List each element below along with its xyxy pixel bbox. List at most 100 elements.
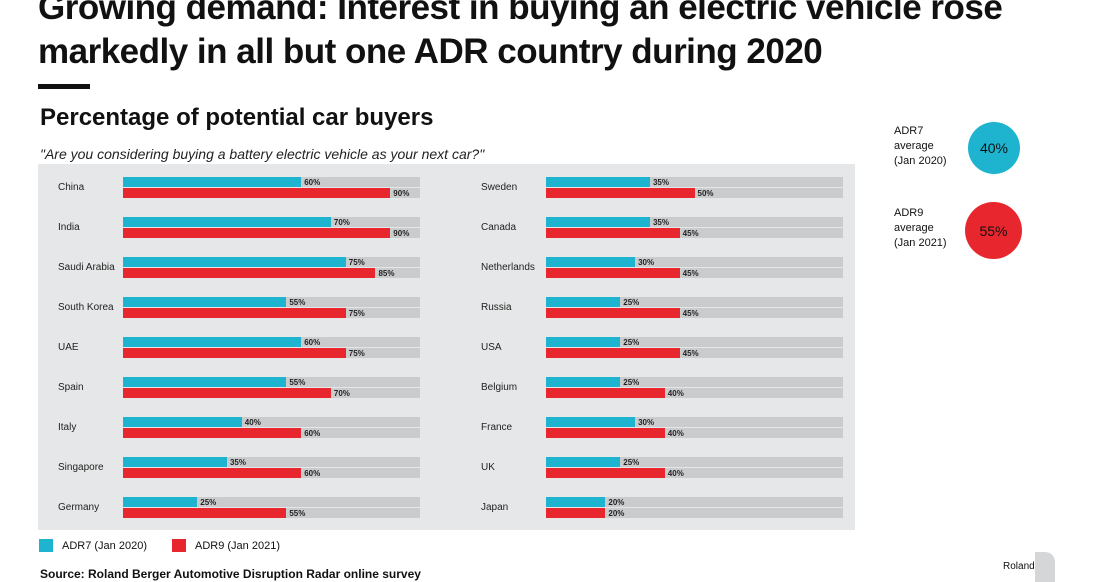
category-label: UK <box>481 462 495 473</box>
data-label: 75% <box>348 349 365 358</box>
category-label: Canada <box>481 222 517 233</box>
bar-track <box>123 417 420 427</box>
data-label: 40% <box>244 418 261 427</box>
data-label: 60% <box>304 429 321 438</box>
data-label: 30% <box>638 418 655 427</box>
category-label: Singapore <box>58 462 104 473</box>
bar-adr7 <box>546 377 621 387</box>
bar-track <box>123 457 420 467</box>
legend-label-adr9: ADR9 (Jan 2021) <box>195 540 280 552</box>
legend-label-adr7: ADR7 (Jan 2020) <box>62 540 147 552</box>
category-label: Saudi Arabia <box>58 262 115 273</box>
bar-adr9 <box>546 348 680 358</box>
bar-adr7 <box>123 457 227 467</box>
bar-adr7 <box>123 377 287 387</box>
data-label: 75% <box>348 309 365 318</box>
avg-label-line: (Jan 2020) <box>894 155 947 167</box>
category-label: Japan <box>481 502 509 513</box>
data-label: 60% <box>304 469 321 478</box>
bar-track <box>123 497 420 507</box>
data-label: 25% <box>623 458 640 467</box>
bar-adr9 <box>546 308 680 318</box>
bar-adr9 <box>123 188 391 198</box>
bar-adr9 <box>123 388 331 398</box>
data-label: 55% <box>289 509 306 518</box>
category-label: Spain <box>58 382 84 393</box>
category-label: Sweden <box>481 182 518 193</box>
avg-label-line: (Jan 2021) <box>894 237 947 249</box>
data-label: 45% <box>682 269 699 278</box>
bar-adr9 <box>546 188 695 198</box>
chart-title: Percentage of potential car buyers <box>40 104 434 131</box>
category-label: Belgium <box>481 382 518 393</box>
source-note: Source: Roland Berger Automotive Disrupt… <box>40 567 421 581</box>
avg-label-line: ADR7 <box>894 125 924 137</box>
data-label: 60% <box>304 178 321 187</box>
bar-track <box>546 428 843 438</box>
category-label: Italy <box>58 422 77 433</box>
bar-track <box>546 457 843 467</box>
category-label: UAE <box>58 342 79 353</box>
data-label: 25% <box>200 498 217 507</box>
bar-adr9 <box>123 508 287 518</box>
bar-track <box>546 337 843 347</box>
bar-adr7 <box>123 337 302 347</box>
bar-adr9 <box>546 228 680 238</box>
data-label: 25% <box>623 298 640 307</box>
chart-subtitle: "Are you considering buying a battery el… <box>40 146 485 162</box>
bar-adr9 <box>546 388 665 398</box>
data-label: 35% <box>652 178 669 187</box>
data-label: 70% <box>333 389 350 398</box>
bar-adr7 <box>546 177 650 187</box>
bar-adr7 <box>123 257 346 267</box>
bar-adr7 <box>123 177 302 187</box>
data-label: 60% <box>304 338 321 347</box>
bar-track <box>546 257 843 267</box>
bar-adr9 <box>546 468 665 478</box>
data-label: 25% <box>623 378 640 387</box>
data-label: 35% <box>652 218 669 227</box>
bar-track <box>546 508 843 518</box>
avg-label-line: average <box>894 140 934 152</box>
bar-track <box>546 188 843 198</box>
legend-swatch-adr7 <box>39 539 53 552</box>
data-label: 25% <box>623 338 640 347</box>
bar-adr7 <box>546 337 621 347</box>
category-label: Russia <box>481 302 512 313</box>
bar-adr7 <box>123 417 242 427</box>
bar-adr7 <box>546 217 650 227</box>
bar-track <box>546 308 843 318</box>
category-label: South Korea <box>58 302 114 313</box>
bar-track <box>546 217 843 227</box>
data-label: 55% <box>289 378 306 387</box>
category-label: France <box>481 422 513 433</box>
bar-adr9 <box>123 308 346 318</box>
legend-swatch-adr9 <box>172 539 186 552</box>
data-label: 40% <box>667 429 684 438</box>
bar-adr9 <box>546 268 680 278</box>
adr7-average-label: ADR7 average (Jan 2020) <box>894 124 947 169</box>
data-label: 40% <box>667 389 684 398</box>
bar-track <box>546 468 843 478</box>
category-label: India <box>58 222 80 233</box>
category-label: USA <box>481 342 502 353</box>
bar-track <box>546 497 843 507</box>
data-label: 40% <box>667 469 684 478</box>
data-label: 85% <box>378 269 395 278</box>
data-label: 30% <box>638 258 655 267</box>
bar-adr9 <box>123 468 302 478</box>
data-label: 35% <box>229 458 246 467</box>
data-label: 45% <box>682 349 699 358</box>
bar-adr7 <box>546 417 636 427</box>
bar-adr7 <box>123 217 331 227</box>
page-title: Growing demand: Interest in buying an el… <box>38 0 1003 71</box>
category-label: China <box>58 182 85 193</box>
bar-adr7 <box>546 457 621 467</box>
bar-track <box>546 348 843 358</box>
bar-adr7 <box>546 297 621 307</box>
bar-adr9 <box>123 268 376 278</box>
bar-adr7 <box>123 297 287 307</box>
data-label: 20% <box>608 498 625 507</box>
bar-track <box>546 297 843 307</box>
category-label: Netherlands <box>481 262 535 273</box>
